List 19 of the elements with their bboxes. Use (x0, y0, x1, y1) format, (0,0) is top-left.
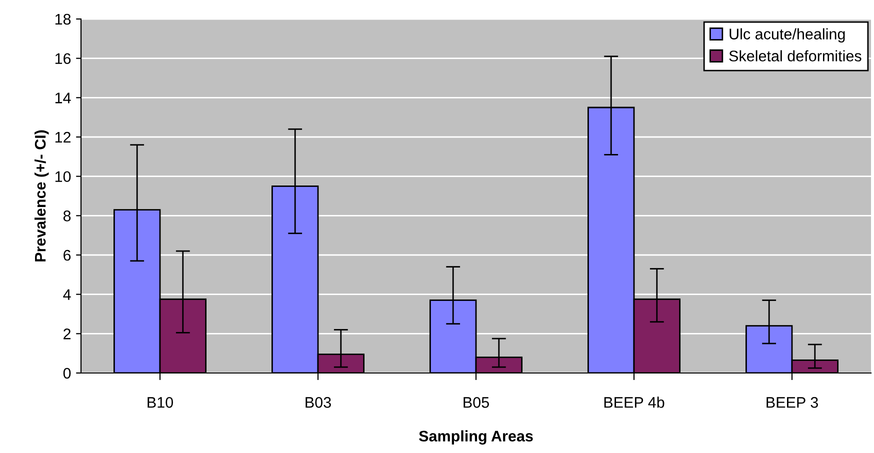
legend-label: Ulc acute/healing (730, 28, 845, 42)
y-tick-label: 14 (55, 92, 71, 104)
x-tick-label: BEEP 4b (604, 396, 664, 408)
x-tick-label: BEEP 3 (766, 397, 818, 408)
legend-label: Skeletal deformities (729, 50, 862, 62)
y-axis-title: Prevalence (+/- CI) (34, 130, 49, 262)
y-tick-label: 18 (55, 14, 71, 25)
y-tick-label: 10 (55, 171, 71, 182)
y-tick-label: 16 (55, 53, 71, 64)
y-tick-label: 0 (63, 368, 71, 379)
y-tick-label: 4 (63, 289, 71, 300)
y-tick-label: 12 (55, 132, 71, 143)
x-axis-title: Sampling Areas (418, 430, 533, 445)
x-tick-label: B03 (306, 397, 331, 408)
y-tick-label: 8 (63, 210, 71, 222)
y-tick-label: 6 (64, 250, 71, 261)
x-tick-label: B05 (464, 397, 489, 408)
x-tick-label: B10 (148, 397, 173, 408)
y-tick-label: 2 (64, 328, 71, 340)
